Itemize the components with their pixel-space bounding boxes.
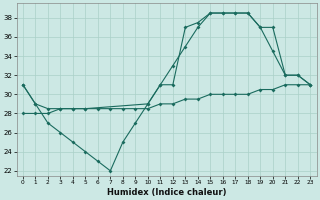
X-axis label: Humidex (Indice chaleur): Humidex (Indice chaleur) [107,188,226,197]
